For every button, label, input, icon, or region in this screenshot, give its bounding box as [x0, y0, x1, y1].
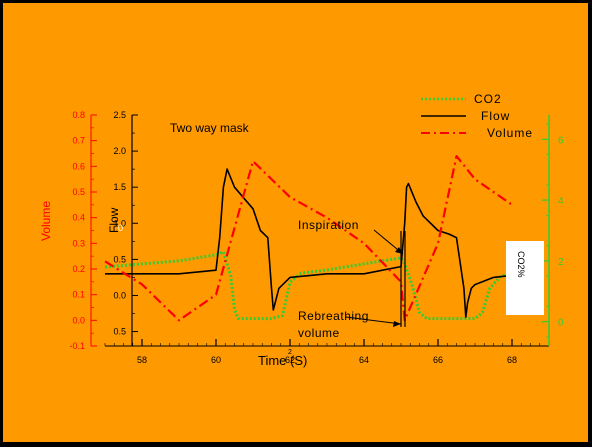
- flow-tick-label: 1.5: [113, 182, 126, 192]
- x-axis-label: Time (S): [258, 353, 307, 368]
- x-tick-label: 68: [507, 355, 517, 365]
- legend-label-flow: Flow: [481, 109, 510, 123]
- volume-tick-label: 0.0: [72, 315, 85, 325]
- volume-tick-label: 0.8: [72, 110, 85, 120]
- x-tick-label: 62: [285, 355, 295, 365]
- legend: CO2 Flow Volume: [421, 92, 533, 140]
- co2-tick-label: 4: [558, 196, 564, 207]
- co2-tick-label: 6: [558, 135, 564, 146]
- volume-tick-label: 0.3: [72, 238, 85, 248]
- flow-tick-label: 0.0: [113, 290, 126, 300]
- flow-axis-label: Flow: [107, 207, 121, 233]
- volume-tick-label: 0.2: [72, 264, 85, 274]
- flow-axis-label-suffix: 0: [118, 223, 123, 233]
- annotation-volume: volume: [298, 326, 340, 340]
- x-axis-label-subscript: 2: [288, 349, 292, 356]
- volume-tick-label: -0.1: [69, 341, 85, 351]
- legend-label-volume: Volume: [487, 126, 533, 140]
- chart-panel: 58 60 62 64 66 68 0.8 0.7 0.6 0.5 0.4 0.3 0.2 0.1 0.0-…: [3, 3, 588, 442]
- x-tick-label: 64: [359, 355, 369, 365]
- series-volume-line: [104, 155, 513, 322]
- flow-tick-label: 2.5: [113, 110, 126, 120]
- volume-tick-label: 0.4: [72, 213, 85, 223]
- volume-tick-label: 0.1: [72, 290, 85, 300]
- co2-tick-label: 0: [558, 318, 564, 329]
- series-group: [104, 155, 513, 322]
- volume-tick-label: 0.6: [72, 161, 85, 171]
- volume-tick-label: 0.7: [72, 136, 85, 146]
- flow-tick-label: 0.5: [113, 327, 126, 337]
- co2-axis-label: CO2%: [516, 251, 526, 278]
- volume-axis-label: Volume: [39, 201, 53, 241]
- x-tick-label: 66: [433, 355, 443, 365]
- rebreathing-arrowhead: [393, 321, 401, 327]
- series-flow-line: [105, 168, 513, 318]
- legend-label-co2: CO2: [474, 92, 502, 106]
- rebreathing-arrow: [345, 316, 402, 325]
- flow-tick-label: 2.0: [113, 146, 126, 156]
- x-tick-label: 58: [137, 355, 147, 365]
- chart: 58 60 62 64 66 680.80.70.60.50.40.30.20.10.0-…: [39, 92, 564, 368]
- labels-group: Two way mask Inspiration Rebreathing vol…: [39, 121, 544, 368]
- series-co2-line: [104, 250, 513, 321]
- annotation-title: Two way mask: [170, 121, 250, 135]
- co2-tick-label: 2: [558, 257, 564, 268]
- volume-tick-label: 0.5: [72, 187, 85, 197]
- x-tick-label: 60: [211, 355, 221, 365]
- flow-tick-label: 1.0: [113, 218, 126, 228]
- annotation-inspiration: Inspiration: [298, 218, 359, 232]
- co2-label-box: [506, 241, 544, 315]
- axes-group: 58 60 62 64 66 680.80.70.60.50.40.30.20.10.0-…: [69, 110, 564, 365]
- annotation-rebreathing: Rebreathing: [298, 309, 369, 323]
- flow-tick-label: 0.5: [113, 254, 126, 264]
